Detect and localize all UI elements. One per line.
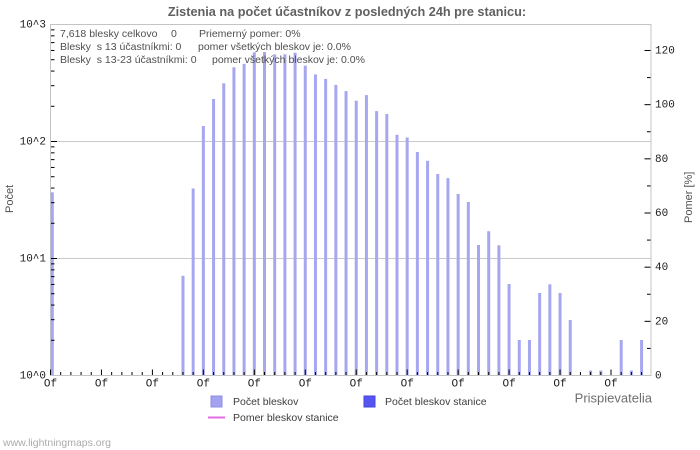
svg-text:Pomer bleskov stanice: Pomer bleskov stanice xyxy=(233,412,339,424)
svg-text:Počet bleskov stanice: Počet bleskov stanice xyxy=(385,396,487,408)
svg-text:Počet: Počet xyxy=(4,185,16,213)
svg-text:Of: Of xyxy=(604,379,617,391)
svg-text:Of: Of xyxy=(95,379,108,391)
svg-text:40: 40 xyxy=(655,262,668,274)
svg-text:Of: Of xyxy=(299,379,312,391)
svg-text:60: 60 xyxy=(655,208,668,220)
svg-text:Of: Of xyxy=(248,379,261,391)
svg-text:10^2: 10^2 xyxy=(20,137,46,149)
svg-text:10^3: 10^3 xyxy=(20,20,46,32)
svg-text:10^1: 10^1 xyxy=(20,254,47,266)
svg-text:Pomer [%]: Pomer [%] xyxy=(683,172,695,223)
svg-text:120: 120 xyxy=(655,46,675,58)
svg-text:0: 0 xyxy=(171,28,177,40)
svg-text:Of: Of xyxy=(553,379,566,391)
svg-text:Of: Of xyxy=(197,379,210,391)
svg-text:Of: Of xyxy=(401,379,414,391)
svg-text:Prispievatelia: Prispievatelia xyxy=(575,391,653,406)
svg-text:pomer všetkých bleskov je: 0.0: pomer všetkých bleskov je: 0.0% xyxy=(198,41,351,53)
svg-text:Zistenia na počet účastníkov z: Zistenia na počet účastníkov z poslednýc… xyxy=(168,5,526,19)
svg-text:Of: Of xyxy=(146,379,159,391)
svg-text:pomer všetkých bleskov je: 0.0: pomer všetkých bleskov je: 0.0% xyxy=(212,54,365,66)
svg-text:7,618 blesky celkovo: 7,618 blesky celkovo xyxy=(60,28,158,40)
svg-text:10^0: 10^0 xyxy=(20,371,46,383)
svg-text:Of: Of xyxy=(502,379,515,391)
svg-text:www.lightningmaps.org: www.lightningmaps.org xyxy=(2,437,111,449)
svg-text:Of: Of xyxy=(350,379,363,391)
svg-text:100: 100 xyxy=(655,100,675,112)
svg-text:Of: Of xyxy=(451,379,464,391)
svg-text:Of: Of xyxy=(44,379,57,391)
svg-text:Počet bleskov: Počet bleskov xyxy=(233,396,299,408)
svg-text:Blesky s 13 účastníkmi: 0: Blesky s 13 účastníkmi: 0 xyxy=(60,41,182,53)
svg-text:0: 0 xyxy=(655,371,662,383)
svg-text:80: 80 xyxy=(655,154,668,166)
svg-text:20: 20 xyxy=(655,316,668,328)
svg-text:Blesky s 13-23 účastníkmi: 0: Blesky s 13-23 účastníkmi: 0 xyxy=(60,54,197,66)
svg-text:Priemerný pomer: 0%: Priemerný pomer: 0% xyxy=(199,28,301,40)
